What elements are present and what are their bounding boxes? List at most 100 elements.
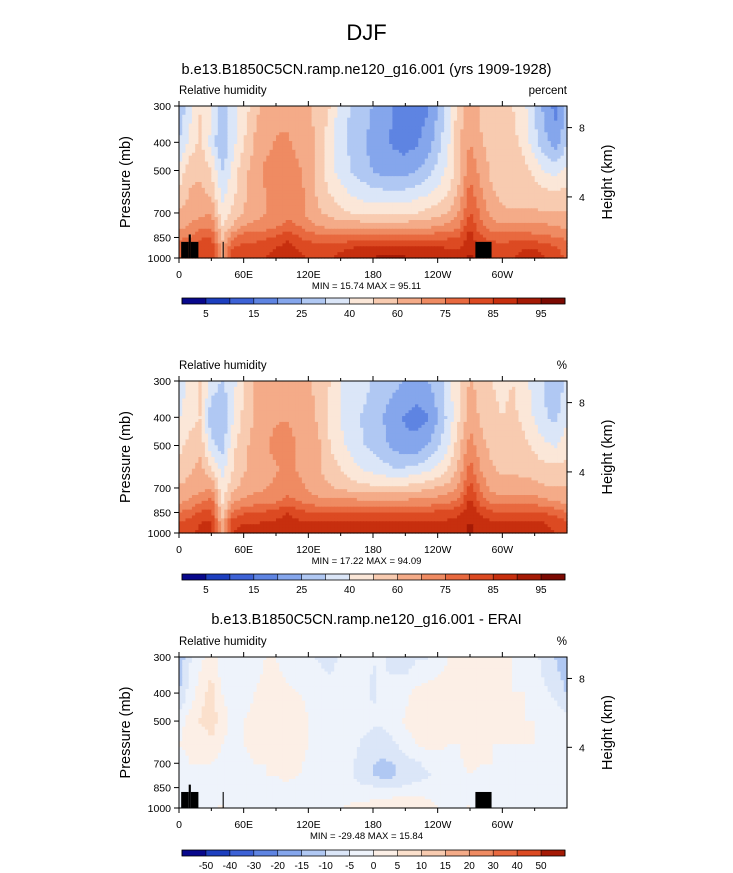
colorbar-swatch: [302, 298, 326, 304]
y-tick-label: 400: [153, 688, 171, 700]
y2-tick-label: 4: [579, 467, 585, 479]
colorbar-swatch: [206, 574, 230, 580]
x-tick-label: 120W: [424, 544, 452, 556]
land-mask: [475, 792, 491, 808]
colorbar: 5 15 25 40 60 75 85 95: [182, 574, 565, 596]
colorbar: -50 -40 -30 -20 -15 -10 -5 0 5 10 15 20 30 40 50: [182, 850, 565, 872]
colorbar-swatch: [206, 298, 230, 304]
colorbar-label: 25: [296, 309, 308, 320]
colorbar-label: -15: [294, 861, 309, 872]
y2-axis-title: Height (km): [600, 420, 616, 495]
colorbar-swatch: [397, 298, 421, 304]
colorbar-swatch: [493, 850, 517, 856]
y-tick-label: 850: [153, 507, 171, 519]
y-tick-label: 700: [153, 483, 171, 495]
y2-axis-title: Height (km): [600, 695, 616, 770]
colorbar-swatch: [326, 574, 350, 580]
colorbar-swatch: [397, 574, 421, 580]
y-tick-label: 850: [153, 783, 171, 795]
x-tick-label: 180: [364, 269, 382, 281]
colorbar-swatch: [374, 298, 398, 304]
x-tick-label: 0: [176, 819, 182, 831]
colorbar-swatch: [230, 298, 254, 304]
colorbar-label: 20: [464, 861, 476, 872]
colorbar-label: -20: [271, 861, 286, 872]
x-tick-label: 180: [364, 819, 382, 831]
colorbar-swatch: [278, 574, 302, 580]
min-max-stats: MIN = 17.22 MAX = 94.09: [312, 556, 422, 567]
land-mask: [181, 792, 189, 808]
panel-title: b.e13.B1850C5CN.ramp.ne120_g16.001 - ERA…: [211, 612, 521, 628]
colorbar-swatch: [445, 850, 469, 856]
contour-field: [179, 657, 568, 809]
y-tick-label: 300: [153, 376, 171, 388]
colorbar-label: 75: [440, 585, 452, 596]
colorbar-swatch: [445, 574, 469, 580]
colorbar-swatch: [541, 574, 565, 580]
colorbar-label: -30: [247, 861, 262, 872]
colorbar-label: 25: [296, 585, 308, 596]
y2-tick-label: 8: [579, 673, 585, 685]
land-mask: [191, 792, 199, 808]
variable-label: Relative humidity: [179, 360, 267, 372]
land-mask: [181, 242, 189, 258]
y-tick-label: 400: [153, 137, 171, 149]
land-mask: [475, 242, 491, 258]
y-tick-label: 1000: [148, 253, 172, 265]
x-tick-label: 0: [176, 269, 182, 281]
x-tick-label: 120W: [424, 269, 452, 281]
colorbar-swatch: [374, 850, 398, 856]
x-tick-label: 120E: [296, 819, 321, 831]
y-tick-label: 700: [153, 758, 171, 770]
y2-tick-label: 8: [579, 123, 585, 135]
colorbar-swatch: [254, 574, 278, 580]
colorbar-swatch: [254, 298, 278, 304]
y2-tick-label: 4: [579, 742, 585, 754]
variable-label: Relative humidity: [179, 85, 267, 97]
land-mask: [189, 234, 191, 258]
panel-obs: Relative humidity %0 60E 120E 180 120W 60W3004…: [118, 360, 616, 596]
colorbar-swatch: [469, 850, 493, 856]
variable-label: Relative humidity: [179, 636, 267, 648]
colorbar-swatch: [517, 574, 541, 580]
colorbar-label: 95: [536, 585, 548, 596]
colorbar-label: 5: [203, 585, 209, 596]
colorbar-swatch: [374, 574, 398, 580]
colorbar-label: 50: [536, 861, 548, 872]
colorbar-label: 40: [512, 861, 524, 872]
colorbar-swatch: [350, 298, 374, 304]
colorbar-swatch: [421, 850, 445, 856]
y-tick-label: 1000: [148, 528, 172, 540]
colorbar-label: 15: [248, 585, 260, 596]
y-axis-title: Pressure (mb): [118, 136, 134, 228]
y-tick-label: 850: [153, 232, 171, 244]
y-tick-label: 500: [153, 165, 171, 177]
units-label: %: [557, 360, 567, 372]
colorbar-label: 30: [488, 861, 500, 872]
colorbar-swatch: [469, 574, 493, 580]
x-tick-label: 60W: [492, 269, 514, 281]
colorbar-label: 60: [392, 309, 404, 320]
y-axis-title: Pressure (mb): [118, 687, 134, 779]
x-tick-label: 60E: [234, 819, 253, 831]
colorbar-label: 85: [488, 309, 500, 320]
x-tick-label: 0: [176, 544, 182, 556]
colorbar-swatch: [182, 850, 206, 856]
colorbar-swatch: [182, 298, 206, 304]
x-tick-label: 60W: [492, 544, 514, 556]
colorbar-swatch: [421, 298, 445, 304]
x-tick-label: 60E: [234, 544, 253, 556]
panel-diff: b.e13.B1850C5CN.ramp.ne120_g16.001 - ERA…: [118, 612, 616, 872]
x-tick-label: 180: [364, 544, 382, 556]
colorbar-swatch: [230, 574, 254, 580]
colorbar-swatch: [397, 850, 421, 856]
x-tick-label: 60E: [234, 269, 253, 281]
colorbar-swatch: [278, 298, 302, 304]
colorbar-label: 10: [416, 861, 428, 872]
y-axis-title: Pressure (mb): [118, 411, 134, 503]
colorbar-label: -10: [318, 861, 333, 872]
y2-tick-label: 8: [579, 398, 585, 410]
